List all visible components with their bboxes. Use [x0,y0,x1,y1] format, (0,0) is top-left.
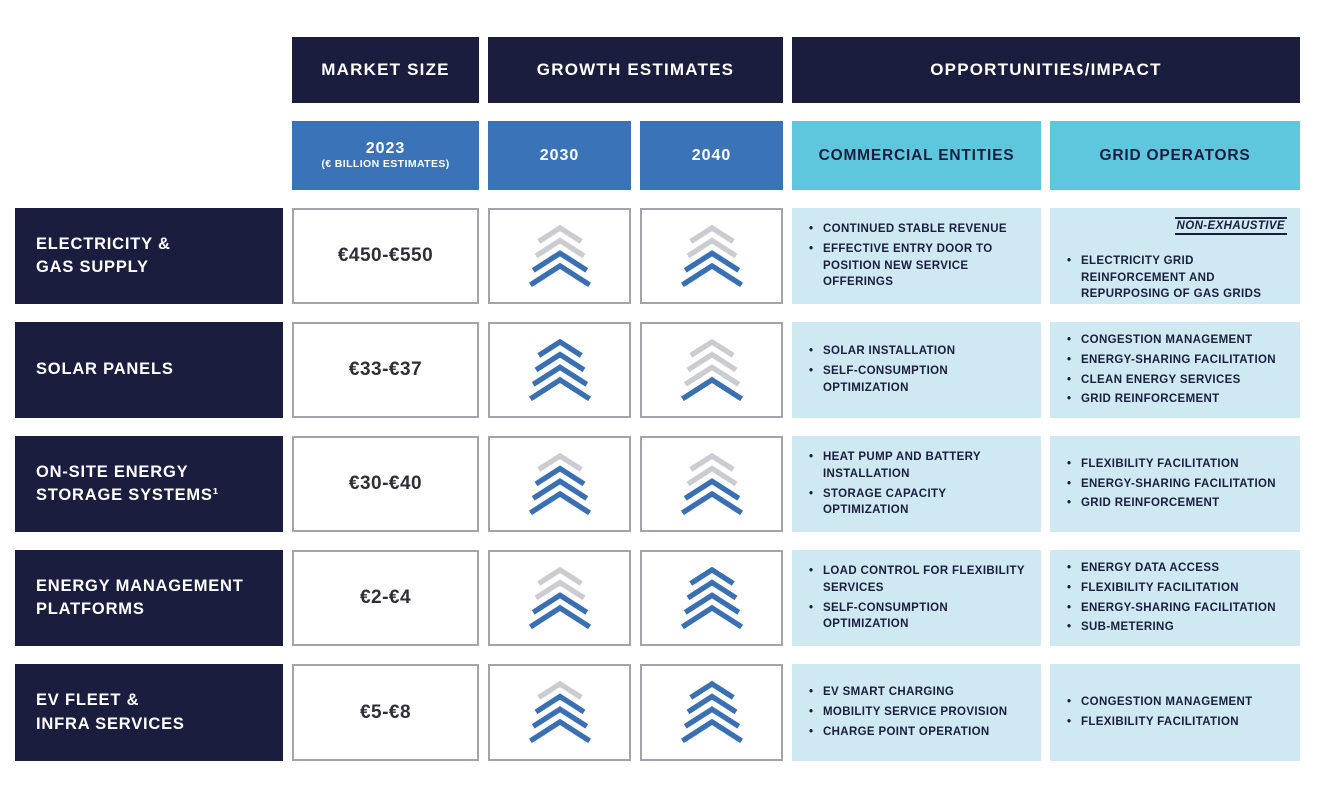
opportunity-item: EFFECTIVE ENTRY DOOR TO POSITION NEW SER… [808,241,1027,291]
opportunity-item: CONGESTION MANAGEMENT [1066,332,1276,349]
grid-opportunities-cell: CONGESTION MANAGEMENT ENERGY-SHARING FAC… [1050,322,1300,418]
opportunity-list: CONGESTION MANAGEMENT ENERGY-SHARING FAC… [1066,329,1276,411]
market-size-value: €5-€8 [292,664,479,761]
chevron-up-icon [680,452,743,515]
growth-indicator-2030 [488,208,631,304]
opportunity-item: ENERGY-SHARING FACILITATION [1066,600,1276,617]
growth-indicator-2040 [640,664,783,761]
commercial-opportunities-cell: LOAD CONTROL FOR FLEXIBILITY SERVICES SE… [792,550,1041,646]
opportunity-list: SOLAR INSTALLATION SELF-CONSUMPTION OPTI… [808,340,1027,399]
market-size-header: MARKET SIZE [292,37,479,103]
opportunity-item: STORAGE CAPACITY OPTIMIZATION [808,486,1027,519]
growth-estimates-header: GROWTH ESTIMATES [488,37,783,103]
opportunity-list: ENERGY DATA ACCESS FLEXIBILITY FACILITAT… [1066,557,1276,639]
opportunity-item: CONTINUED STABLE REVENUE [808,221,1027,238]
row-label-energy-management-platforms: ENERGY MANAGEMENT PLATFORMS [15,550,283,646]
growth-indicator-2040 [640,550,783,646]
opportunity-item: FLEXIBILITY FACILITATION [1066,714,1253,731]
opportunity-list: FLEXIBILITY FACILITATION ENERGY-SHARING … [1066,453,1276,515]
grid-operators-header: GRID OPERATORS [1050,121,1300,190]
opportunity-list: HEAT PUMP AND BATTERY INSTALLATION STORA… [808,446,1027,522]
grid-opportunities-cell: CONGESTION MANAGEMENT FLEXIBILITY FACILI… [1050,664,1300,761]
growth-indicator-2030 [488,436,631,532]
opportunity-item: SELF-CONSUMPTION OPTIMIZATION [808,363,1027,396]
year-2040-header: 2040 [640,121,783,190]
opportunity-item: CONGESTION MANAGEMENT [1066,694,1253,711]
row-label-electricity-gas-supply: ELECTRICITY & GAS SUPPLY [15,208,283,304]
opportunity-item: FLEXIBILITY FACILITATION [1066,580,1276,597]
grid-opportunities-cell: FLEXIBILITY FACILITATION ENERGY-SHARING … [1050,436,1300,532]
opportunity-item: ENERGY DATA ACCESS [1066,560,1276,577]
opportunity-list: LOAD CONTROL FOR FLEXIBILITY SERVICES SE… [808,560,1027,636]
year-2023-header: 2023 (€ BILLION ESTIMATES) [292,121,479,190]
opportunity-item: GRID REINFORCEMENT [1066,495,1276,512]
growth-indicator-2030 [488,664,631,761]
growth-indicator-2040 [640,208,783,304]
market-size-value: €33-€37 [292,322,479,418]
market-size-text: €30-€40 [348,473,423,494]
commercial-opportunities-cell: SOLAR INSTALLATION SELF-CONSUMPTION OPTI… [792,322,1041,418]
row-label-ev-fleet-infra-services: EV FLEET & INFRA SERVICES [15,664,283,761]
opportunity-item: SOLAR INSTALLATION [808,343,1027,360]
row-label-solar-panels: SOLAR PANELS [15,322,283,418]
opportunity-item: ENERGY-SHARING FACILITATION [1066,352,1276,369]
year-2023-label: 2023 [365,140,406,157]
opportunity-item: CHARGE POINT OPERATION [808,724,1007,741]
non-exhaustive-note: NON-EXHAUSTIVE [1174,217,1287,235]
opportunity-item: HEAT PUMP AND BATTERY INSTALLATION [808,449,1027,482]
growth-indicator-2030 [488,322,631,418]
opportunity-item: MOBILITY SERVICE PROVISION [808,704,1007,721]
opportunity-item: EV SMART CHARGING [808,684,1007,701]
chevron-up-icon [528,680,591,744]
opportunity-item: CLEAN ENERGY SERVICES [1066,372,1276,389]
commercial-opportunities-cell: HEAT PUMP AND BATTERY INSTALLATION STORA… [792,436,1041,532]
market-size-text: €5-€8 [359,701,412,723]
opportunity-list: EV SMART CHARGING MOBILITY SERVICE PROVI… [808,681,1007,743]
opportunity-item: SUB-METERING [1066,619,1276,636]
chevron-up-icon [528,224,591,287]
market-size-value: €450-€550 [292,208,479,304]
growth-indicator-2040 [640,322,783,418]
year-2023-unit-label: (€ BILLION ESTIMATES) [321,158,450,171]
market-size-value: €2-€4 [292,550,479,646]
growth-indicator-2040 [640,436,783,532]
opportunity-list: ELECTRICITY GRID REINFORCEMENT AND REPUR… [1066,250,1286,306]
opportunity-item: ELECTRICITY GRID REINFORCEMENT AND REPUR… [1066,253,1286,303]
growth-indicator-2030 [488,550,631,646]
market-size-text: €450-€550 [337,245,434,266]
opportunity-item: GRID REINFORCEMENT [1066,391,1276,408]
opportunity-item: FLEXIBILITY FACILITATION [1066,456,1276,473]
grid-opportunities-cell: ENERGY DATA ACCESS FLEXIBILITY FACILITAT… [1050,550,1300,646]
market-size-text: €2-€4 [359,587,412,608]
market-size-text: €33-€37 [348,359,423,380]
chevron-up-icon [680,680,743,744]
opportunity-item: SELF-CONSUMPTION OPTIMIZATION [808,600,1027,633]
chevron-up-icon [680,338,743,401]
opportunity-list: CONGESTION MANAGEMENT FLEXIBILITY FACILI… [1066,691,1253,733]
chevron-up-icon [680,566,743,629]
row-label-onsite-energy-storage: ON-SITE ENERGY STORAGE SYSTEMS¹ [15,436,283,532]
opportunity-item: ENERGY-SHARING FACILITATION [1066,476,1276,493]
chevron-up-icon [680,224,743,287]
grid-opportunities-cell: NON-EXHAUSTIVE ELECTRICITY GRID REINFORC… [1050,208,1300,304]
opportunities-impact-header: OPPORTUNITIES/IMPACT [792,37,1300,103]
year-2030-header: 2030 [488,121,631,190]
commercial-opportunities-cell: EV SMART CHARGING MOBILITY SERVICE PROVI… [792,664,1041,761]
commercial-opportunities-cell: CONTINUED STABLE REVENUE EFFECTIVE ENTRY… [792,208,1041,304]
opportunity-item: LOAD CONTROL FOR FLEXIBILITY SERVICES [808,563,1027,596]
commercial-entities-header: COMMERCIAL ENTITIES [792,121,1041,190]
chevron-up-icon [528,566,591,629]
chevron-up-icon [528,338,591,401]
opportunity-list: CONTINUED STABLE REVENUE EFFECTIVE ENTRY… [808,218,1027,294]
market-size-value: €30-€40 [292,436,479,532]
chevron-up-icon [528,452,591,515]
